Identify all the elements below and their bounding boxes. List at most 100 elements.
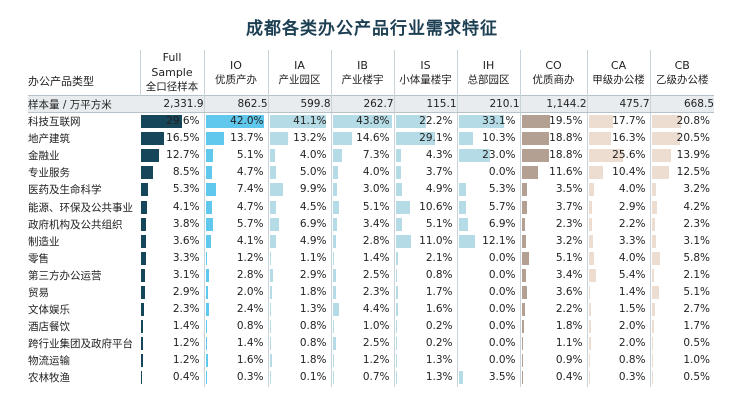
data-bar bbox=[521, 132, 549, 146]
data-bar bbox=[588, 303, 591, 317]
data-cell: 22.2% bbox=[393, 112, 457, 131]
data-label: 3.7% bbox=[555, 200, 583, 213]
data-cell: 11.6% bbox=[519, 164, 587, 182]
data-bar bbox=[205, 132, 225, 146]
data-cell: 2.8% bbox=[203, 266, 268, 284]
data-label: 7.3% bbox=[362, 149, 390, 162]
data-cell: 1.7% bbox=[649, 318, 714, 336]
data-cell: 3.3% bbox=[586, 232, 650, 250]
data-cell: 1.5% bbox=[586, 301, 650, 319]
data-bar bbox=[395, 149, 402, 163]
data-label: 6.9% bbox=[488, 217, 516, 230]
data-bar bbox=[205, 166, 212, 180]
data-bar bbox=[588, 251, 594, 265]
data-label: 0.0% bbox=[488, 354, 516, 367]
data-cell: 1.2% bbox=[330, 352, 394, 370]
data-cell: 10.3% bbox=[456, 130, 520, 148]
data-label: 2.1% bbox=[425, 251, 453, 264]
data-bar bbox=[651, 149, 671, 163]
data-label: 11.0% bbox=[419, 234, 453, 247]
data-cell: 2.9% bbox=[140, 284, 204, 301]
data-label: 14.6% bbox=[356, 132, 390, 145]
data-cell: 7.4% bbox=[203, 181, 268, 199]
data-label: 1.4% bbox=[362, 251, 390, 264]
data-cell: 0.8% bbox=[393, 266, 457, 284]
data-cell: 3.8% bbox=[140, 216, 204, 233]
data-bar bbox=[141, 354, 143, 368]
data-bar bbox=[651, 166, 669, 180]
data-cell: 4.0% bbox=[586, 249, 650, 267]
sample-size-value: 2,331.9 bbox=[140, 95, 204, 113]
data-label: 3.1% bbox=[172, 268, 200, 281]
data-bar bbox=[651, 217, 655, 231]
data-bar bbox=[141, 303, 145, 317]
data-bar bbox=[588, 183, 594, 197]
data-bar bbox=[458, 183, 466, 197]
data-cell: 3.5% bbox=[456, 369, 520, 387]
data-cell: 4.2% bbox=[649, 198, 714, 216]
data-cell: 12.7% bbox=[140, 147, 204, 164]
data-bar bbox=[521, 183, 527, 197]
data-bar bbox=[395, 371, 398, 385]
row-label: 第三方办公运营 bbox=[28, 269, 102, 282]
data-label: 4.7% bbox=[236, 200, 264, 213]
data-bar bbox=[332, 251, 335, 265]
data-cell: 0.0% bbox=[456, 301, 520, 319]
table-row: 酒店餐饮 1.4% 0.8% 0.8% 1.0% 0.2% 0.0% 1.8% 2.0% 1.7% bbox=[28, 318, 714, 336]
data-bar bbox=[269, 234, 277, 248]
data-label: 3.4% bbox=[555, 268, 583, 281]
data-label: 2.3% bbox=[172, 303, 200, 316]
category-header: 办公产品类型 bbox=[28, 75, 94, 88]
data-cell: 6.9% bbox=[267, 215, 331, 233]
data-cell: 5.4% bbox=[586, 266, 650, 284]
table-row: 文体娱乐 2.3% 2.4% 1.3% 4.4% 1.6% 0.0% 2.2% 1.5% 2.7% bbox=[28, 301, 714, 319]
data-cell: 2.1% bbox=[649, 266, 714, 284]
data-bar bbox=[269, 200, 276, 214]
sample-size-value: 262.7 bbox=[330, 95, 394, 113]
data-label: 0.4% bbox=[555, 371, 583, 384]
data-cell: 1.8% bbox=[267, 283, 331, 302]
data-label: 3.0% bbox=[362, 183, 390, 196]
data-bar bbox=[588, 132, 611, 146]
data-bar bbox=[205, 149, 213, 163]
data-cell: 16.3% bbox=[586, 130, 650, 148]
data-label: 0.0% bbox=[488, 303, 516, 316]
data-cell: 3.4% bbox=[330, 215, 394, 233]
data-bar bbox=[588, 320, 592, 334]
sample-size-value: 862.5 bbox=[203, 95, 268, 113]
data-cell: 4.9% bbox=[267, 232, 331, 250]
data-bar bbox=[141, 217, 147, 231]
table-row: 第三方办公运营 3.1% 2.8% 2.9% 2.5% 0.8% 0.0% 3.4% 5.4% 2… bbox=[28, 266, 714, 284]
data-bar bbox=[521, 337, 524, 351]
data-label: 9.9% bbox=[299, 183, 327, 196]
data-bar bbox=[521, 268, 527, 282]
data-bar bbox=[141, 183, 149, 197]
data-label: 18.8% bbox=[549, 132, 583, 145]
data-label: 4.0% bbox=[618, 183, 646, 196]
data-bar bbox=[651, 200, 658, 214]
data-bar bbox=[141, 371, 142, 385]
data-cell: 2.7% bbox=[649, 301, 714, 319]
data-cell: 2.5% bbox=[330, 266, 394, 284]
data-bar bbox=[588, 166, 603, 180]
sample-size-value: 668.5 bbox=[649, 95, 714, 113]
data-label: 1.2% bbox=[362, 354, 390, 367]
data-cell: 5.0% bbox=[267, 164, 331, 182]
data-label: 2.3% bbox=[683, 217, 710, 230]
data-label: 0.1% bbox=[299, 371, 327, 384]
data-bar bbox=[458, 217, 468, 231]
data-cell: 2.4% bbox=[203, 301, 268, 319]
column-name: 乙级办公楼 bbox=[656, 73, 709, 86]
data-bar bbox=[141, 251, 146, 265]
table-row: 科技互联网 29.6% 42.0% 41.1% 43.8% 22.2% 33.1% 19.5%… bbox=[28, 112, 714, 131]
data-bar bbox=[269, 115, 326, 129]
data-cell: 1.2% bbox=[140, 335, 204, 352]
data-cell: 11.0% bbox=[393, 232, 457, 250]
data-cell: 3.1% bbox=[649, 232, 714, 250]
column-name: 优质商办 bbox=[532, 73, 575, 86]
data-cell: 4.5% bbox=[267, 198, 331, 216]
data-bar bbox=[141, 132, 165, 146]
data-bar bbox=[332, 268, 336, 282]
data-bar bbox=[141, 115, 183, 129]
data-label: 1.8% bbox=[299, 354, 327, 367]
